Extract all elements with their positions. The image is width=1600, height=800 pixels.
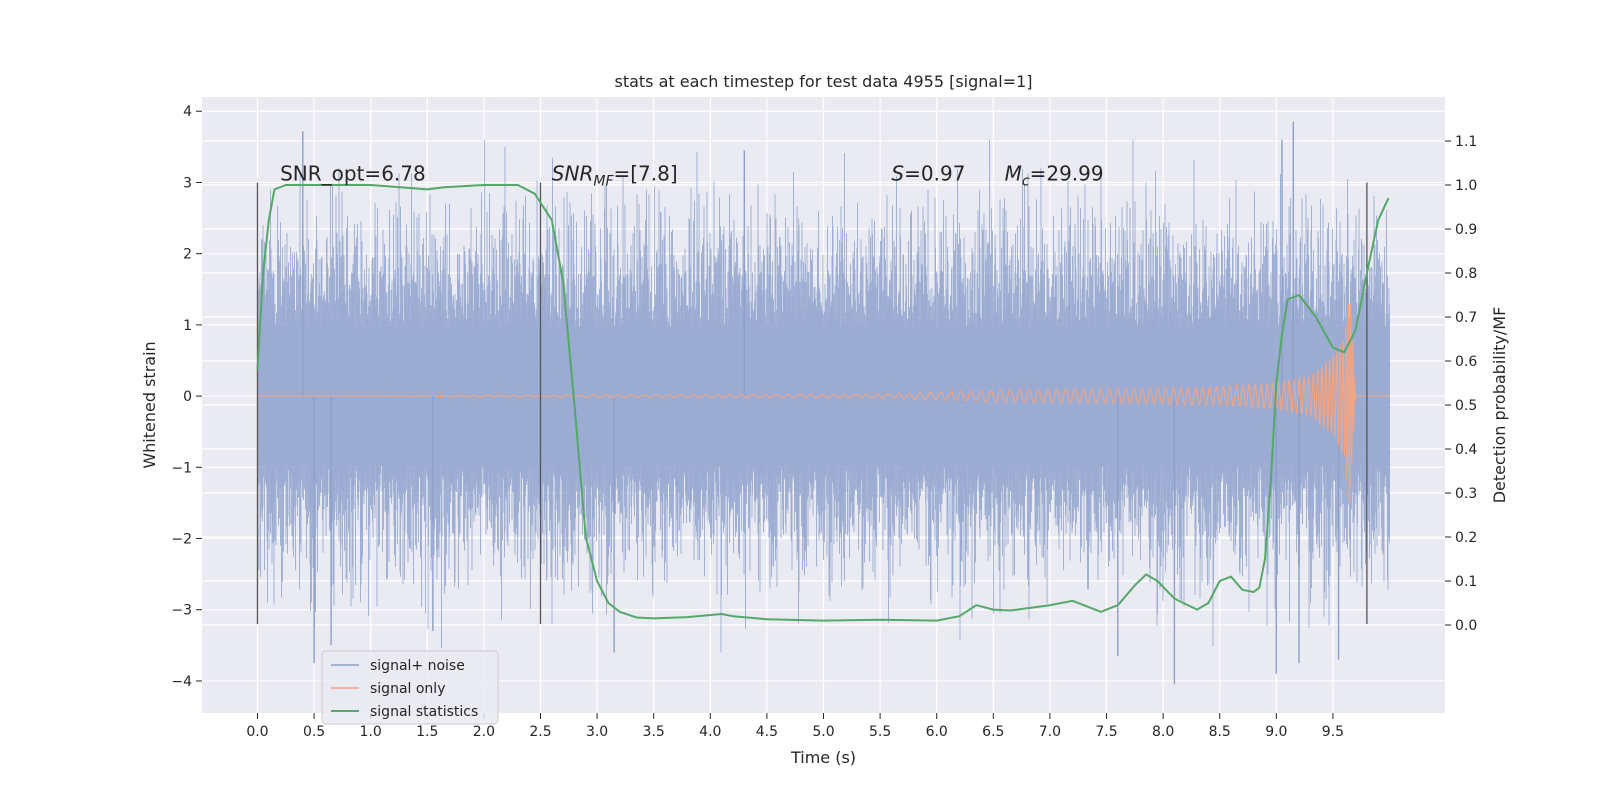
- legend-frame: [321, 650, 499, 725]
- x-tick-label: 4.0: [699, 724, 721, 740]
- statistics-line: [256, 184, 1390, 622]
- x-tick-label: 8.0: [1152, 724, 1174, 740]
- y2-tick-label: 0.4: [1455, 442, 1477, 458]
- annotation-part: =29.99: [1030, 161, 1104, 185]
- x-tick-label: 8.5: [1209, 724, 1231, 740]
- x-tick-label: 9.5: [1322, 724, 1344, 740]
- y-tick-label: −2: [171, 532, 192, 548]
- x-tick-label: 6.5: [982, 724, 1004, 740]
- annotation-part: MF: [593, 173, 614, 189]
- x-tick-label: 6.0: [926, 724, 948, 740]
- annotation-text: SNRMF=[7.8]: [552, 161, 678, 189]
- annotation-part: SNR: [552, 161, 594, 185]
- y2-axis-ticks: 1.1 1.0 0.9 0.8 0.7 0.6 0.5 0.4 0.3 0.2 0.1 0.0: [1445, 134, 1477, 634]
- signal-trace: [257, 303, 1390, 503]
- y-tick-label: 3: [183, 175, 192, 191]
- x-tick-label: 5.0: [812, 724, 834, 740]
- x-tick-label: 2.0: [473, 724, 495, 740]
- y-tick-label: 0: [183, 389, 192, 405]
- annotation-text: S=0.97: [891, 161, 965, 185]
- legend-label: signal statistics: [370, 704, 478, 720]
- annotation-part: SNR_opt=6.78: [280, 161, 426, 185]
- signal-statistics-series: [256, 184, 1390, 622]
- y2-tick-label: 1.0: [1455, 178, 1477, 194]
- y-tick-label: 1: [183, 318, 192, 334]
- x-tick-label: 0.5: [303, 724, 325, 740]
- y2-tick-label: 0.1: [1455, 574, 1477, 590]
- x-tick-label: 3.5: [643, 724, 665, 740]
- y-tick-label: −1: [171, 460, 192, 476]
- x-axis-label: Time (s): [790, 748, 856, 767]
- x-tick-label: 4.5: [756, 724, 778, 740]
- y2-tick-label: 0.7: [1455, 310, 1477, 326]
- noise-series: [257, 121, 1390, 685]
- y2-tick-label: 0.3: [1455, 486, 1477, 502]
- signal-only-series: [257, 303, 1390, 503]
- x-tick-label: 2.5: [529, 724, 551, 740]
- y2-tick-label: 0.0: [1455, 618, 1477, 634]
- annotation-part: M: [1005, 161, 1022, 185]
- x-tick-label: 0.0: [246, 724, 268, 740]
- annotations: SNR_opt=6.78 SNRMF=[7.8] S=0.97 Mc=29.99: [280, 161, 1104, 189]
- y-axis-ticks: 4 3 2 1 0 −1 −2 −3 −4: [171, 104, 202, 690]
- annotation-part: S: [891, 161, 904, 185]
- y2-tick-label: 0.8: [1455, 266, 1477, 282]
- y2-tick-label: 0.6: [1455, 354, 1477, 370]
- legend-label: signal+ noise: [370, 658, 465, 674]
- annotation-part: =0.97: [904, 161, 965, 185]
- y-tick-label: 4: [183, 104, 192, 120]
- x-tick-label: 5.5: [869, 724, 891, 740]
- x-tick-label: 3.0: [586, 724, 608, 740]
- y2-tick-label: 1.1: [1455, 134, 1477, 150]
- y-axis-label: Whitened strain: [140, 341, 159, 468]
- y-tick-label: −4: [171, 674, 192, 690]
- x-tick-label: 9.0: [1265, 724, 1287, 740]
- y-tick-label: 2: [183, 247, 192, 263]
- noise-peaks: [302, 121, 1340, 685]
- y2-tick-label: 0.9: [1455, 222, 1477, 238]
- y2-axis-label: Detection probability/MF: [1490, 307, 1509, 504]
- legend-label: signal only: [370, 681, 445, 697]
- chart-title: stats at each timestep for test data 495…: [614, 72, 1032, 91]
- x-tick-label: 7.5: [1095, 724, 1117, 740]
- y2-tick-label: 0.2: [1455, 530, 1477, 546]
- y2-tick-label: 0.5: [1455, 398, 1477, 414]
- annotation-part: =[7.8]: [614, 161, 678, 185]
- x-tick-label: 1.0: [360, 724, 382, 740]
- x-axis-ticks: 0.0 0.5 1.0 1.5 2.0 2.5 3.0 3.5 4.0 4.5 5.0 5.5 6.0 6…: [246, 713, 1344, 740]
- annotation-part: c: [1022, 173, 1030, 189]
- legend: signal+ noise signal only signal statistic…: [321, 650, 499, 725]
- x-tick-label: 7.0: [1039, 724, 1061, 740]
- annotation-text: SNR_opt=6.78: [280, 161, 426, 185]
- y-tick-label: −3: [171, 603, 192, 619]
- x-tick-label: 1.5: [416, 724, 438, 740]
- annotation-text: Mc=29.99: [1005, 161, 1104, 189]
- window-markers: [256, 182, 1368, 624]
